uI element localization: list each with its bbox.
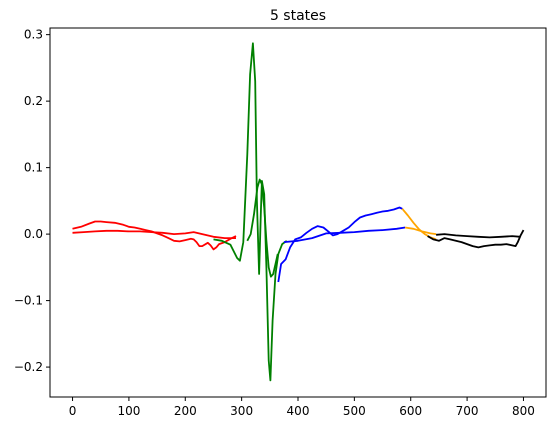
series-line-5 <box>283 226 406 243</box>
series-line-4 <box>277 206 403 283</box>
x-axis: 0 100 200 300 400 500 600 700 800 <box>69 397 535 418</box>
y-tick-label: −0.1 <box>14 294 43 308</box>
y-axis: 0.3 0.2 0.1 0.0 −0.1 −0.2 <box>14 28 50 374</box>
y-tick-label: 0.2 <box>24 94 43 108</box>
series-line-1 <box>72 229 236 240</box>
chart-title: 5 states <box>270 8 326 24</box>
x-tick-label: 300 <box>230 404 253 418</box>
series-line-8 <box>427 229 525 249</box>
x-tick-label: 0 <box>69 404 77 418</box>
plot-lines <box>72 42 525 382</box>
series-line-3 <box>246 178 279 278</box>
x-tick-label: 200 <box>174 404 197 418</box>
series-line-0 <box>72 220 237 251</box>
series-line-9 <box>436 233 521 239</box>
series-line-2 <box>213 42 288 382</box>
x-tick-label: 700 <box>456 404 479 418</box>
x-tick-label: 100 <box>117 404 140 418</box>
series-line-6 <box>401 208 437 241</box>
series-line-7 <box>404 226 437 235</box>
y-tick-label: 0.3 <box>24 28 43 42</box>
y-tick-label: −0.2 <box>14 360 43 374</box>
y-tick-label: 0.0 <box>24 227 43 241</box>
y-tick-label: 0.1 <box>24 161 43 175</box>
x-tick-label: 500 <box>343 404 366 418</box>
x-tick-label: 800 <box>512 404 535 418</box>
x-tick-label: 600 <box>399 404 422 418</box>
plot-frame <box>49 27 547 398</box>
x-tick-label: 400 <box>287 404 310 418</box>
